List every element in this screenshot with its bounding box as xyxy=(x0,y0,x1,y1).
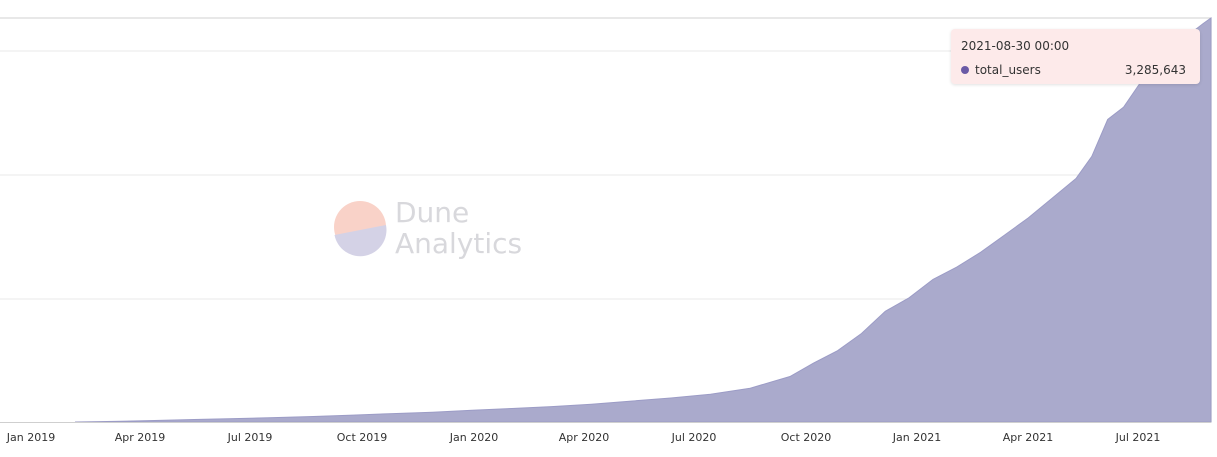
data-point[interactable] xyxy=(629,399,633,403)
data-point[interactable] xyxy=(589,402,593,406)
data-point[interactable] xyxy=(788,375,792,379)
data-point[interactable] xyxy=(272,416,276,420)
data-point[interactable] xyxy=(431,410,435,414)
data-point[interactable] xyxy=(883,309,887,313)
x-tick-label: Jan 2020 xyxy=(449,431,498,444)
x-tick-label: Oct 2020 xyxy=(781,431,832,444)
data-point[interactable] xyxy=(152,419,156,423)
tooltip-date: 2021-08-30 00:00 xyxy=(961,39,1070,53)
data-point[interactable] xyxy=(1050,196,1054,200)
data-point[interactable] xyxy=(1074,177,1078,181)
tooltip-series-row: total_users 3,285,643 xyxy=(961,60,1186,80)
data-tooltip: 2021-08-30 00:00 total_users 3,285,643 xyxy=(951,29,1200,84)
data-point[interactable] xyxy=(391,412,395,416)
data-point[interactable] xyxy=(709,392,713,396)
data-point[interactable] xyxy=(907,296,911,300)
dune-analytics-watermark: Dune Analytics xyxy=(334,196,522,260)
data-point[interactable] xyxy=(1003,233,1007,237)
data-point[interactable] xyxy=(470,408,474,412)
data-point[interactable] xyxy=(748,386,752,390)
data-point[interactable] xyxy=(1090,154,1094,158)
tooltip-series-name: total_users xyxy=(975,63,1041,77)
data-point[interactable] xyxy=(1201,22,1205,26)
data-point[interactable] xyxy=(311,415,315,419)
data-point[interactable] xyxy=(955,265,959,269)
x-tick-label: Oct 2019 xyxy=(337,431,388,444)
data-point[interactable] xyxy=(979,250,983,254)
data-point[interactable] xyxy=(860,332,864,336)
data-point[interactable] xyxy=(510,407,514,411)
data-point[interactable] xyxy=(192,418,196,422)
data-point[interactable] xyxy=(1122,105,1126,109)
data-point[interactable] xyxy=(550,405,554,409)
series-dot-icon xyxy=(961,66,969,74)
data-point[interactable] xyxy=(1026,216,1030,220)
data-point[interactable] xyxy=(232,417,236,421)
dune-logo-icon xyxy=(334,201,387,257)
x-tick-label: Jan 2021 xyxy=(892,431,941,444)
x-tick-label: Apr 2020 xyxy=(559,431,610,444)
x-tick-label: Jul 2019 xyxy=(227,431,273,444)
data-point[interactable] xyxy=(931,277,935,281)
watermark-line1: Dune xyxy=(395,196,469,229)
x-tick-label: Jul 2021 xyxy=(1115,431,1161,444)
x-tick-labels: Jan 2019 Apr 2019 Jul 2019 Oct 2019 Jan 2020… xyxy=(6,431,1161,444)
data-point[interactable] xyxy=(812,361,816,365)
watermark-line2: Analytics xyxy=(395,227,522,260)
x-tick-label: Apr 2021 xyxy=(1003,431,1054,444)
x-tick-label: Jan 2019 xyxy=(6,431,55,444)
tooltip-value: 3,285,643 xyxy=(1124,63,1186,77)
data-point[interactable] xyxy=(669,396,673,400)
x-tick-label: Jul 2020 xyxy=(671,431,717,444)
x-tick-label: Apr 2019 xyxy=(115,431,166,444)
data-point[interactable] xyxy=(351,413,355,417)
axis-layer xyxy=(0,18,1212,423)
data-point[interactable] xyxy=(836,349,840,353)
data-point[interactable] xyxy=(1106,118,1110,122)
